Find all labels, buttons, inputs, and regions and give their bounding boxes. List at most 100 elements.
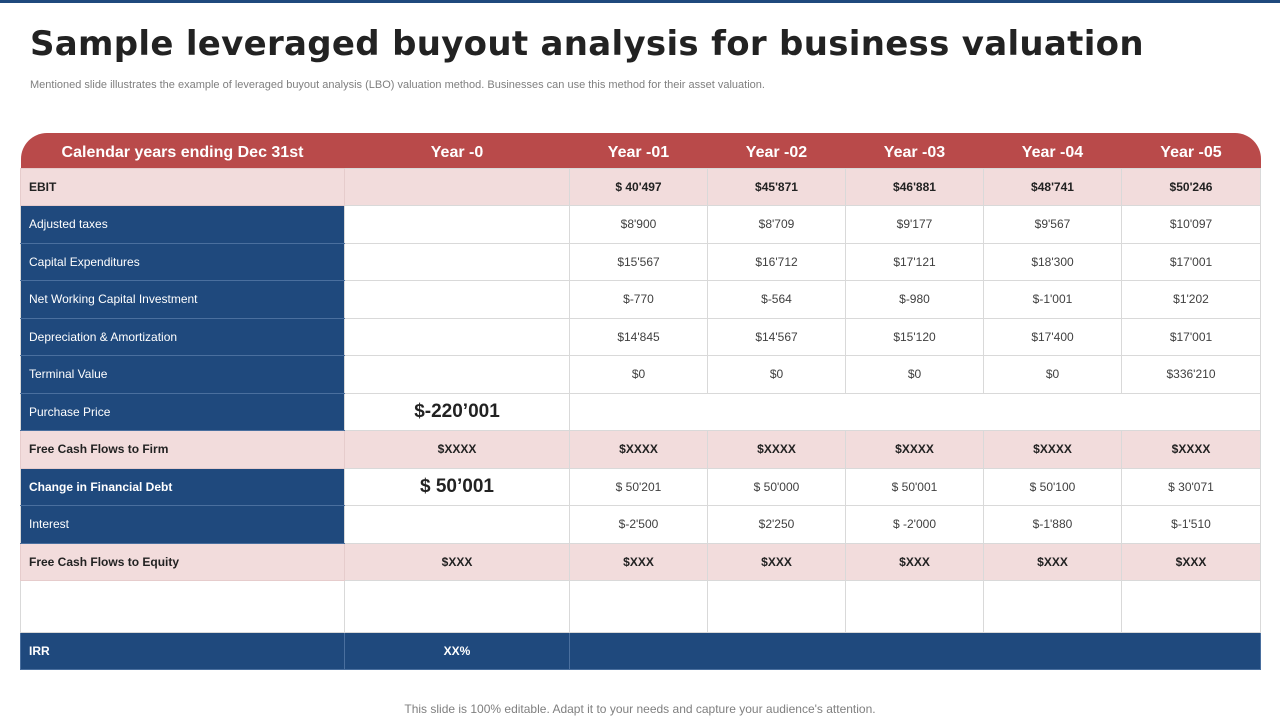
table-cell: $17'001 bbox=[1121, 317, 1261, 356]
row-label: Net Working Capital Investment bbox=[20, 279, 345, 319]
table-cell: $336'210 bbox=[1121, 354, 1261, 394]
table-cell: $0 bbox=[707, 354, 846, 394]
table-cell: $10'097 bbox=[1121, 204, 1261, 244]
column-header-year-01: Year -01 bbox=[569, 133, 708, 168]
table-cell: $-1'510 bbox=[1121, 504, 1261, 544]
table-cell: $17'400 bbox=[983, 317, 1122, 356]
table-cell: $50'246 bbox=[1121, 167, 1261, 206]
row-label: Free Cash Flows to Firm bbox=[20, 429, 345, 469]
table-row-purchase-price: Purchase Price $-220’001 bbox=[20, 392, 1261, 431]
column-header-year-04: Year -04 bbox=[983, 133, 1122, 168]
table-cell: $ -2'000 bbox=[845, 504, 984, 544]
empty-merged-cell bbox=[569, 631, 1261, 670]
year-0-cell: $-220’001 bbox=[344, 392, 570, 431]
page-subtitle: Mentioned slide illustrates the example … bbox=[30, 79, 765, 91]
table-cell: $ 50'100 bbox=[983, 467, 1122, 506]
table-cell: $18'300 bbox=[983, 242, 1122, 281]
table-cell: $14'845 bbox=[569, 317, 708, 356]
column-header-calendar: Calendar years ending Dec 31st bbox=[20, 133, 345, 168]
table-cell: $8'709 bbox=[707, 204, 846, 244]
year-0-cell bbox=[344, 317, 570, 356]
table-cell: $XXX bbox=[983, 542, 1122, 581]
year-0-cell bbox=[344, 504, 570, 544]
table-cell: $0 bbox=[983, 354, 1122, 394]
empty-cell bbox=[983, 579, 1122, 633]
table-cell: $0 bbox=[569, 354, 708, 394]
table-cell: $ 30'071 bbox=[1121, 467, 1261, 506]
row-label: Capital Expenditures bbox=[20, 242, 345, 281]
table-cell: $-1'880 bbox=[983, 504, 1122, 544]
row-label: Purchase Price bbox=[20, 392, 345, 431]
empty-cell bbox=[569, 579, 708, 633]
table-cell: $17'121 bbox=[845, 242, 984, 281]
table-cell: $ 50'001 bbox=[845, 467, 984, 506]
column-header-year-05: Year -05 bbox=[1121, 133, 1261, 168]
table-cell: $XXXX bbox=[707, 429, 846, 469]
empty-cell bbox=[20, 579, 345, 633]
footer-note: This slide is 100% editable. Adapt it to… bbox=[404, 702, 876, 716]
empty-cell bbox=[707, 579, 846, 633]
table-row-net-working-capital: Net Working Capital Investment $-770 $-5… bbox=[20, 279, 1261, 319]
year-0-cell: $ 50’001 bbox=[344, 467, 570, 506]
column-header-year-02: Year -02 bbox=[707, 133, 846, 168]
table-cell: $9'177 bbox=[845, 204, 984, 244]
table-cell: $-770 bbox=[569, 279, 708, 319]
table-cell: $XXX bbox=[569, 542, 708, 581]
table-cell: $48'741 bbox=[983, 167, 1122, 206]
table-cell: $9'567 bbox=[983, 204, 1122, 244]
empty-merged-cell bbox=[569, 392, 1261, 431]
table-cell: $XXXX bbox=[569, 429, 708, 469]
table-cell: $-980 bbox=[845, 279, 984, 319]
table-cell: $XXX bbox=[845, 542, 984, 581]
table-row-depreciation: Depreciation & Amortization $14'845 $14'… bbox=[20, 317, 1261, 356]
table-cell: $8'900 bbox=[569, 204, 708, 244]
table-cell: $16'712 bbox=[707, 242, 846, 281]
page-title: Sample leveraged buyout analysis for bus… bbox=[30, 24, 1144, 64]
year-0-cell bbox=[344, 354, 570, 394]
column-header-year-03: Year -03 bbox=[845, 133, 984, 168]
empty-cell bbox=[845, 579, 984, 633]
empty-cell bbox=[1121, 579, 1261, 633]
table-row-interest: Interest $-2'500 $2'250 $ -2'000 $-1'880… bbox=[20, 504, 1261, 544]
table-cell: $ 40'497 bbox=[569, 167, 708, 206]
table-cell: $XXX bbox=[707, 542, 846, 581]
table-cell: $17'001 bbox=[1121, 242, 1261, 281]
table-cell: $-564 bbox=[707, 279, 846, 319]
row-label: IRR bbox=[20, 631, 345, 670]
table-cell: $ 50'000 bbox=[707, 467, 846, 506]
table-cell: $XXXX bbox=[983, 429, 1122, 469]
year-0-cell bbox=[344, 279, 570, 319]
row-label: Free Cash Flows to Equity bbox=[20, 542, 345, 581]
table-cell: $45'871 bbox=[707, 167, 846, 206]
top-accent-bar bbox=[0, 0, 1280, 3]
table-row-terminal-value: Terminal Value $0 $0 $0 $0 $336'210 bbox=[20, 354, 1261, 394]
year-0-cell: $XXX bbox=[344, 542, 570, 581]
table-header-row: Calendar years ending Dec 31st Year -0 Y… bbox=[20, 133, 1261, 168]
table-row-ebit: EBIT $ 40'497 $45'871 $46'881 $48'741 $5… bbox=[20, 167, 1261, 206]
year-0-cell bbox=[344, 242, 570, 281]
year-0-cell bbox=[344, 204, 570, 244]
table-cell: $0 bbox=[845, 354, 984, 394]
row-label: Interest bbox=[20, 504, 345, 544]
table-cell: $-2'500 bbox=[569, 504, 708, 544]
empty-cell bbox=[344, 579, 570, 633]
table-cell: $1'202 bbox=[1121, 279, 1261, 319]
year-0-cell: $XXXX bbox=[344, 429, 570, 469]
row-label: Adjusted taxes bbox=[20, 204, 345, 244]
table-row-capital-expenditures: Capital Expenditures $15'567 $16'712 $17… bbox=[20, 242, 1261, 281]
table-cell: $2'250 bbox=[707, 504, 846, 544]
table-cell: $XXXX bbox=[1121, 429, 1261, 469]
table-cell: $15'567 bbox=[569, 242, 708, 281]
table-row-fcf-firm: Free Cash Flows to Firm $XXXX $XXXX $XXX… bbox=[20, 429, 1261, 469]
lbo-table: Calendar years ending Dec 31st Year -0 Y… bbox=[20, 133, 1261, 670]
column-header-year-0: Year -0 bbox=[344, 133, 570, 168]
table-row-blank bbox=[20, 579, 1261, 633]
table-cell: $14'567 bbox=[707, 317, 846, 356]
table-cell: $ 50'201 bbox=[569, 467, 708, 506]
row-label: EBIT bbox=[20, 167, 345, 206]
table-cell: $XXX bbox=[1121, 542, 1261, 581]
table-row-fcf-equity: Free Cash Flows to Equity $XXX $XXX $XXX… bbox=[20, 542, 1261, 581]
row-label: Terminal Value bbox=[20, 354, 345, 394]
table-row-adjusted-taxes: Adjusted taxes $8'900 $8'709 $9'177 $9'5… bbox=[20, 204, 1261, 244]
table-row-irr: IRR XX% bbox=[20, 631, 1261, 670]
